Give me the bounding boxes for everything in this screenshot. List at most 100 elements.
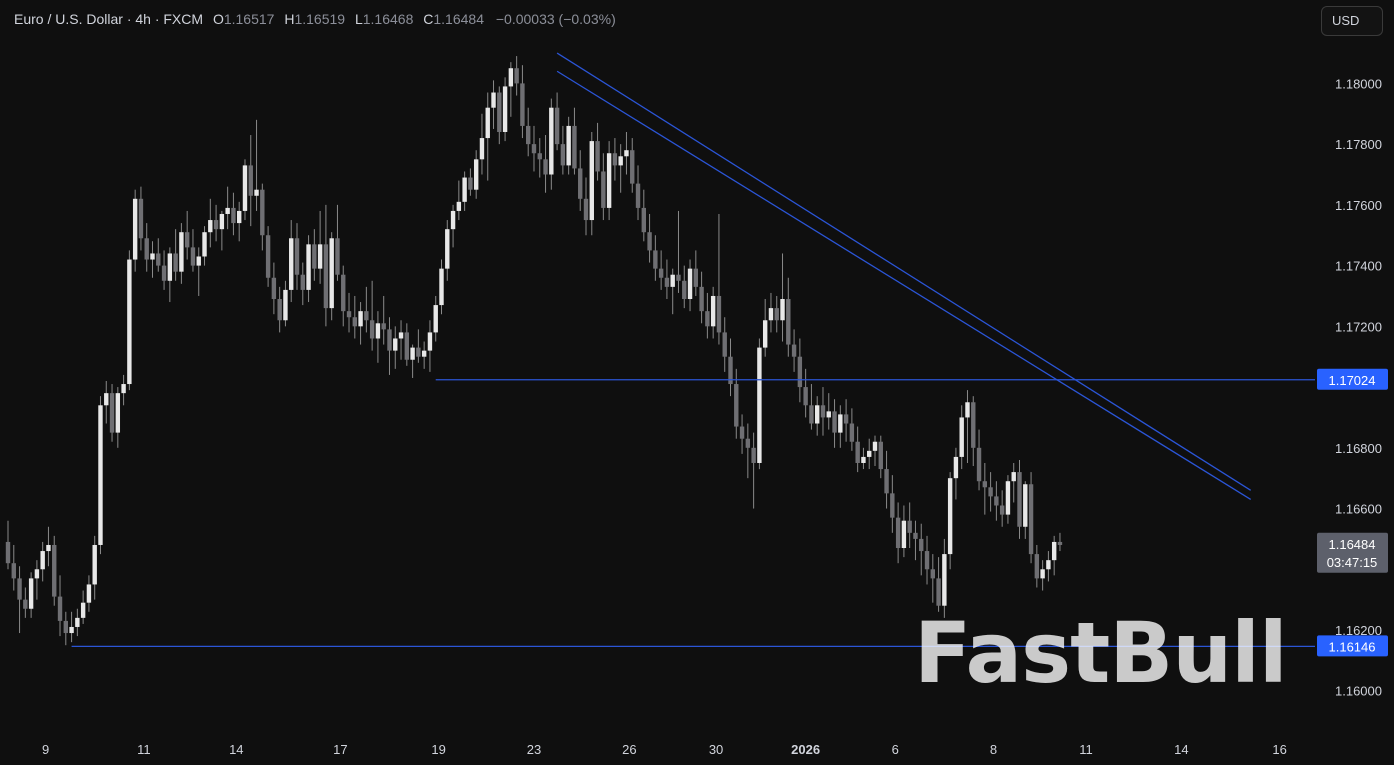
- time-axis[interactable]: 9 11 14 17 19 23 26 30 2026 6 8 11 14 16: [42, 742, 1287, 757]
- x-tick-label: 9: [42, 742, 49, 757]
- candle-body: [872, 441, 878, 451]
- candle-body: [468, 177, 473, 190]
- candle-body: [728, 356, 733, 385]
- candle-body: [439, 268, 444, 306]
- candle-body: [450, 210, 456, 230]
- candle-body: [895, 517, 901, 549]
- candle-body: [306, 244, 311, 290]
- symbol-title[interactable]: Euro / U.S. Dollar · 4h · FXCM: [14, 11, 204, 27]
- low-label: L: [354, 11, 363, 27]
- candle-body: [520, 83, 525, 126]
- candle-body: [942, 554, 947, 606]
- candle-body: [999, 505, 1005, 515]
- candle-body: [809, 405, 814, 424]
- candle-body: [346, 311, 352, 318]
- candle-body: [1051, 541, 1057, 561]
- candle-body: [5, 541, 11, 564]
- candle-body: [196, 256, 201, 266]
- candle-series: [5, 56, 1063, 646]
- candle-body: [369, 320, 375, 339]
- candle-body: [341, 274, 346, 312]
- y-tick-label: 1.17600: [1335, 198, 1382, 213]
- candle-body: [849, 423, 855, 442]
- candle-body: [757, 347, 762, 463]
- candle-body: [132, 198, 138, 260]
- y-tick-label: 1.18000: [1335, 76, 1382, 91]
- candle-body: [115, 393, 121, 433]
- x-tick-label: 16: [1272, 742, 1286, 757]
- candle-body: [884, 469, 889, 494]
- x-tick-label: 14: [229, 742, 243, 757]
- candle-body: [560, 144, 566, 166]
- candle-body: [445, 229, 450, 269]
- candle-body: [971, 402, 976, 448]
- candle-body: [317, 244, 323, 269]
- candle-body: [531, 144, 537, 154]
- candle-body: [994, 496, 999, 506]
- price-axis[interactable]: 1.16000 1.16200 1.16600 1.16800 1.17200 1.174…: [1335, 76, 1382, 698]
- candle-body: [797, 356, 803, 388]
- candle-body: [375, 323, 381, 339]
- candle-body: [265, 235, 271, 278]
- candle-body: [687, 268, 693, 300]
- candle-body: [358, 311, 363, 327]
- candle-body: [716, 295, 722, 333]
- x-tick-label: 14: [1174, 742, 1188, 757]
- candle-body: [1023, 484, 1028, 527]
- candle-body: [791, 344, 797, 357]
- candle-body: [907, 520, 912, 533]
- candle-body: [676, 274, 681, 281]
- candle-body: [815, 405, 820, 424]
- candle-body: [86, 584, 92, 603]
- candle-body: [566, 125, 571, 166]
- x-tick-label: 11: [1079, 742, 1093, 757]
- candle-body: [832, 411, 837, 433]
- candle-body: [861, 456, 866, 463]
- candle-body: [693, 268, 699, 287]
- candle-body: [184, 232, 190, 248]
- candle-body: [248, 165, 253, 196]
- candle-body: [144, 238, 149, 260]
- candle-body: [289, 238, 294, 290]
- candle-body: [69, 626, 74, 634]
- y-tick-label: 1.16800: [1335, 441, 1382, 456]
- candle-body: [682, 280, 687, 300]
- candle-body: [930, 569, 935, 579]
- close-label: C: [423, 11, 434, 27]
- candle-body: [589, 141, 594, 221]
- candle-body: [329, 238, 334, 309]
- candle-body: [572, 125, 577, 169]
- candle-body: [635, 183, 641, 208]
- x-tick-label: 2026: [791, 742, 820, 757]
- candle-body: [601, 171, 606, 208]
- candle-body: [624, 150, 629, 157]
- candle-body: [843, 414, 849, 424]
- candle-body: [549, 107, 554, 175]
- candle-body: [583, 198, 589, 221]
- trendline: [556, 70, 1252, 500]
- candle-body: [213, 220, 219, 230]
- candle-body: [283, 289, 288, 321]
- candle-body: [387, 329, 392, 351]
- candle-body: [768, 308, 774, 321]
- open-value: 1.16517: [223, 11, 275, 27]
- high-label: H: [284, 11, 295, 27]
- candle-body: [780, 299, 785, 321]
- candle-body: [803, 387, 808, 406]
- candle-body: [647, 232, 652, 251]
- currency-button[interactable]: USD: [1321, 6, 1383, 36]
- candle-body: [976, 447, 982, 482]
- open-label: O: [212, 11, 224, 27]
- y-tick-label: 1.16600: [1335, 502, 1382, 517]
- x-tick-label: 23: [527, 742, 541, 757]
- x-tick-label: 30: [709, 742, 723, 757]
- close-value: 1.16484: [433, 11, 484, 27]
- candle-body: [104, 393, 109, 406]
- candle-body: [497, 92, 502, 132]
- candle-body: [127, 259, 132, 385]
- change-value: −0.00033 (−0.03%): [495, 11, 616, 27]
- candle-body: [11, 563, 16, 579]
- candle-body: [820, 405, 826, 418]
- candle-body: [578, 168, 583, 199]
